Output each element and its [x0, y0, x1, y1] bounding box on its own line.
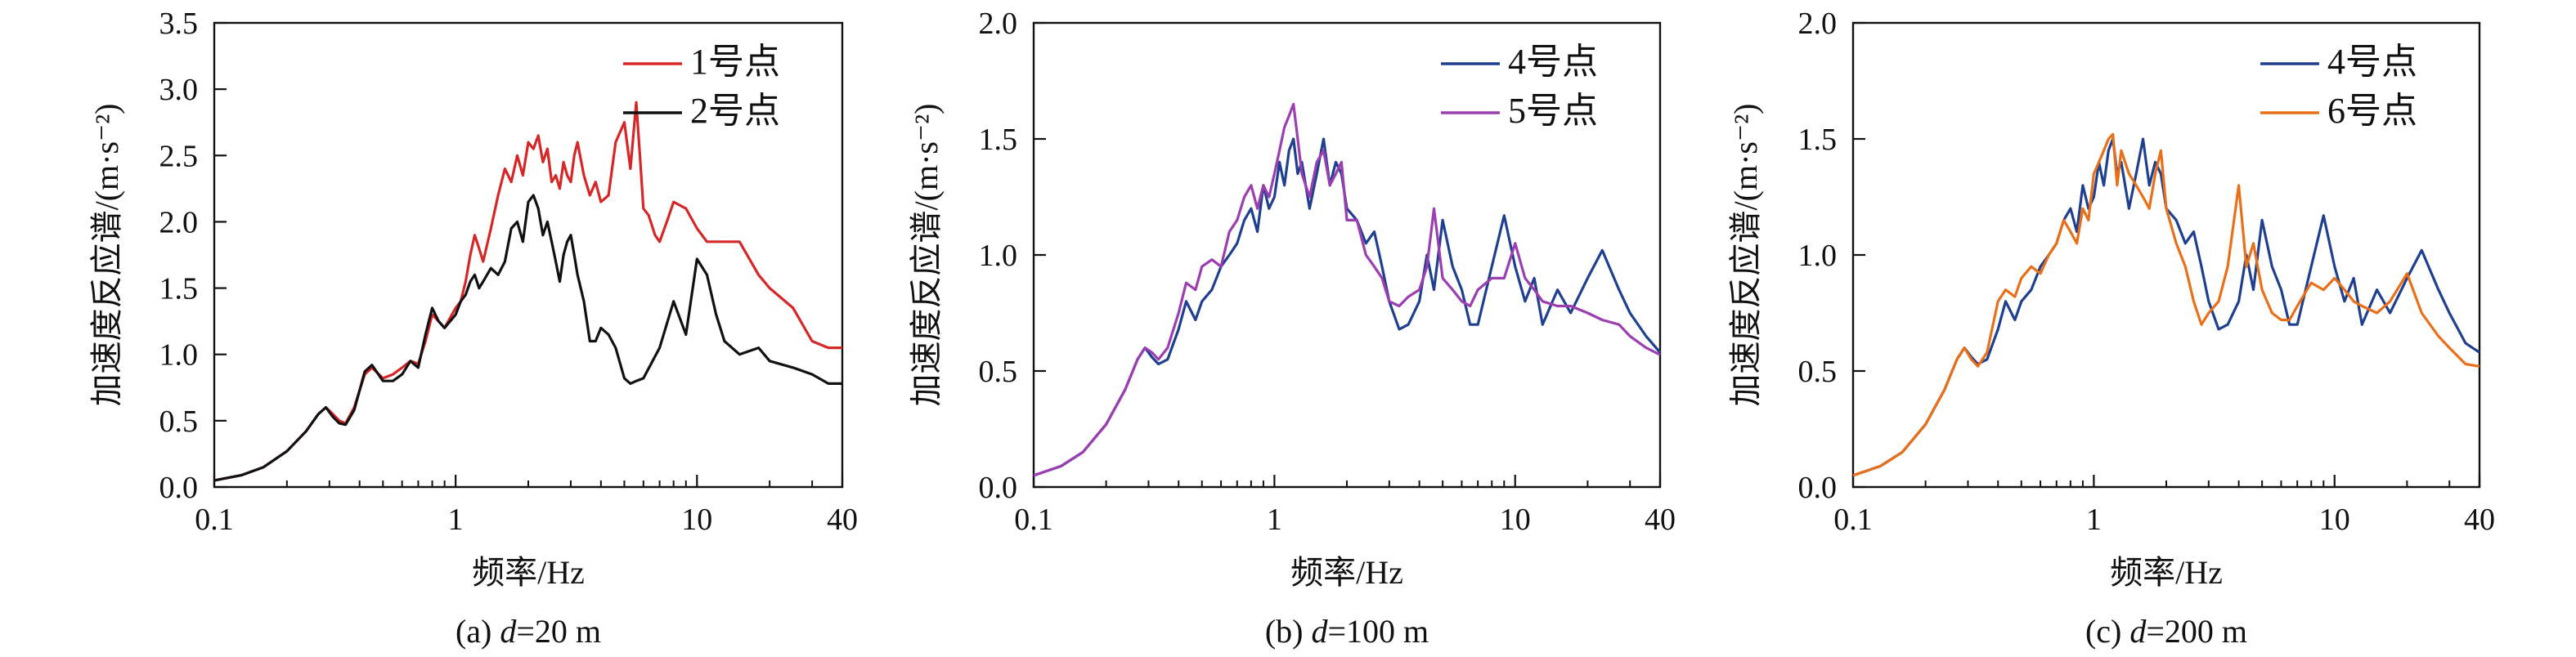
y-tick-label: 0.0 — [979, 471, 1018, 505]
y-tick-label: 0.5 — [979, 355, 1018, 389]
y-axis-label: 加速度反应谱/(m·s⁻²) — [908, 104, 945, 407]
legend-label: 4号点 — [1508, 42, 1598, 82]
series-line-1 — [213, 101, 842, 482]
caption-prefix: (c) — [2085, 613, 2129, 650]
x-tick-label: 40 — [2464, 503, 2495, 537]
caption-value: =100 m — [1327, 613, 1429, 650]
y-axis-label: 加速度反应谱/(m·s⁻²) — [1727, 104, 1764, 407]
y-tick-label: 2.0 — [979, 7, 1018, 41]
x-tick-label: 10 — [1500, 503, 1531, 537]
y-tick-label: 1.5 — [159, 272, 199, 306]
chart-panel-b: 0.1 1 10 40 0.0 0.5 1.0 1.5 2.0 频率/Hz 加速度反应谱/(m·s⁻… — [908, 7, 1676, 650]
y-tick-label: 2.0 — [1798, 7, 1838, 41]
panel-caption-b: (b) d=100 m — [1265, 613, 1429, 650]
caption-prefix: (a) — [456, 613, 500, 650]
series-line-2 — [1033, 102, 1661, 477]
caption-variable: d — [1311, 613, 1328, 650]
y-tick-label: 1.0 — [1798, 239, 1838, 273]
caption-variable: d — [2129, 613, 2147, 650]
y-tick-label: 3.5 — [159, 7, 199, 41]
chart-panel-a: 0.1 1 10 40 0.0 0.5 1.0 1.5 2.0 2.5 3.0 3.5 频率/Hz 加速度… — [88, 7, 858, 650]
legend-label: 4号点 — [2327, 42, 2417, 82]
panel-caption-c: (c) d=200 m — [2085, 613, 2247, 650]
x-tick-label: 10 — [2319, 503, 2350, 537]
x-tick-label: 40 — [827, 503, 858, 537]
caption-prefix: (b) — [1265, 613, 1312, 650]
x-tick-label: 10 — [681, 503, 712, 537]
y-tick-label: 2.5 — [159, 139, 199, 173]
chart-panel-c: 0.1 1 10 40 0.0 0.5 1.0 1.5 2.0 频率/Hz 加速度反应谱/(m·s⁻… — [1727, 7, 2495, 650]
x-tick-label: 1 — [2086, 503, 2102, 537]
x-tick-label: 0.1 — [1833, 503, 1873, 537]
panel-caption-a: (a) d=20 m — [456, 613, 601, 650]
series-line-2 — [1852, 132, 2480, 477]
x-tick-label: 1 — [1267, 503, 1282, 537]
y-tick-label: 0.5 — [1798, 355, 1838, 389]
y-axis-label: 加速度反应谱/(m·s⁻²) — [88, 104, 125, 407]
x-tick-label: 1 — [448, 503, 464, 537]
y-tick-label: 1.0 — [979, 239, 1018, 273]
x-tick-label: 40 — [1645, 503, 1676, 537]
y-tick-label: 1.5 — [979, 123, 1018, 157]
y-tick-label: 1.5 — [1798, 123, 1838, 157]
y-tick-label: 3.0 — [159, 73, 199, 107]
y-tick-label: 1.0 — [159, 338, 199, 373]
x-axis-label: 频率/Hz — [472, 554, 585, 591]
legend-label: 5号点 — [1508, 91, 1598, 131]
caption-value: =200 m — [2146, 613, 2247, 650]
series-line-1 — [1852, 137, 2480, 477]
x-axis-label: 频率/Hz — [2110, 554, 2223, 591]
series-line-2 — [213, 194, 842, 482]
y-tick-label: 0.0 — [1798, 471, 1838, 505]
y-tick-label: 2.0 — [159, 205, 199, 239]
x-tick-label: 0.1 — [195, 503, 234, 537]
y-tick-label: 0.0 — [159, 471, 199, 505]
legend-label: 1号点 — [690, 42, 780, 82]
y-tick-label: 0.5 — [159, 404, 199, 439]
x-axis-label: 频率/Hz — [1290, 554, 1403, 591]
x-tick-label: 0.1 — [1014, 503, 1053, 537]
legend-label: 6号点 — [2327, 91, 2417, 131]
caption-variable: d — [500, 613, 517, 650]
caption-value: =20 m — [516, 613, 601, 650]
legend-label: 2号点 — [690, 91, 780, 131]
